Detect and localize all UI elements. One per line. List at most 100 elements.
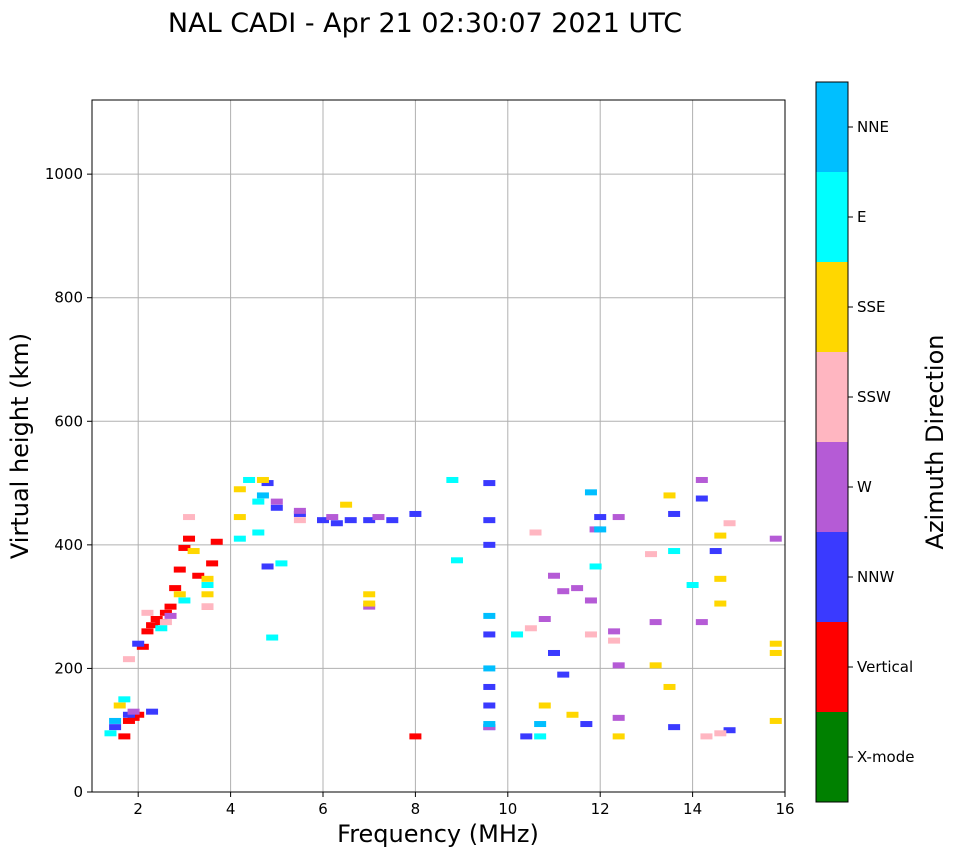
data-point: [483, 517, 496, 524]
data-point: [483, 665, 496, 672]
data-point: [608, 637, 621, 644]
data-point: [122, 711, 135, 718]
data-point: [252, 529, 265, 536]
data-point: [173, 566, 186, 573]
x-tick-label: 8: [411, 800, 421, 818]
data-point: [243, 476, 256, 483]
data-point: [645, 551, 658, 558]
colorbar-tick-label: NNW: [857, 568, 894, 586]
data-point: [192, 572, 205, 579]
data-point: [270, 498, 283, 505]
data-point: [557, 588, 570, 595]
data-point: [136, 643, 149, 650]
y-tick-label: 600: [54, 412, 83, 430]
x-tick-label: 2: [133, 800, 143, 818]
data-point: [557, 671, 570, 678]
x-axis-label: Frequency (MHz): [337, 820, 539, 848]
plot-area: [92, 100, 785, 792]
data-point: [534, 733, 547, 740]
data-point: [317, 517, 329, 524]
data-point: [686, 582, 699, 589]
data-point: [548, 572, 560, 579]
data-point: [612, 514, 625, 521]
data-point: [109, 724, 122, 731]
data-point: [261, 563, 274, 570]
data-point: [723, 520, 736, 527]
data-point: [201, 575, 214, 582]
y-tick-label: 400: [54, 536, 83, 554]
data-point: [524, 625, 537, 632]
data-point: [409, 510, 422, 517]
data-point: [233, 486, 246, 493]
data-point: [118, 696, 131, 703]
data-point: [769, 717, 782, 724]
data-point: [270, 504, 283, 511]
data-point: [714, 532, 727, 539]
colorbar-tick-label: SSW: [857, 388, 891, 406]
y-axis-label: Virtual height (km): [6, 333, 34, 559]
data-point: [483, 631, 496, 638]
data-point: [159, 619, 172, 626]
data-point: [164, 603, 177, 610]
data-point: [173, 591, 186, 598]
series-w: [127, 476, 782, 731]
data-point: [769, 535, 782, 542]
data-point: [483, 721, 496, 728]
colorbar-segment: [816, 532, 848, 622]
data-point: [714, 730, 727, 737]
colorbar-tick-label: Vertical: [857, 658, 913, 676]
data-point: [594, 514, 607, 521]
colorbar-tick-label: SSE: [857, 298, 886, 316]
data-marks: [104, 476, 782, 740]
data-point: [409, 733, 422, 740]
data-point: [155, 625, 168, 632]
data-point: [256, 492, 269, 499]
data-point: [127, 708, 140, 715]
data-point: [266, 634, 279, 641]
data-point: [649, 662, 662, 669]
y-tick-label: 1000: [45, 165, 83, 183]
data-point: [104, 730, 117, 737]
data-point: [293, 517, 306, 524]
data-point: [363, 517, 376, 524]
data-point: [548, 649, 560, 656]
colorbar-segment: [816, 172, 848, 262]
data-point: [127, 714, 140, 721]
data-point: [164, 612, 177, 619]
data-point: [714, 600, 727, 607]
data-point: [118, 733, 131, 740]
data-point: [330, 520, 343, 527]
data-point: [769, 640, 782, 647]
data-point: [450, 557, 463, 564]
data-point: [201, 582, 214, 589]
x-tick-label: 14: [683, 800, 702, 818]
data-point: [252, 498, 265, 505]
data-point: [372, 514, 385, 521]
colorbar-tick-label: NNE: [857, 118, 889, 136]
data-point: [169, 585, 182, 592]
data-point: [695, 476, 708, 483]
data-point: [233, 535, 246, 542]
data-point: [386, 517, 399, 524]
data-point: [534, 721, 547, 728]
data-point: [210, 538, 223, 545]
data-point: [612, 733, 625, 740]
series-ssw: [122, 514, 736, 740]
x-tick-label: 6: [318, 800, 328, 818]
y-tick-label: 800: [54, 289, 83, 307]
data-point: [594, 526, 607, 533]
colorbar: X-mode Vertical NNW W SSW SSE E NNE: [815, 81, 914, 803]
data-point: [511, 631, 524, 638]
data-point: [256, 476, 269, 483]
colorbar-tick-label: E: [857, 208, 866, 226]
series-nnw: [109, 480, 736, 740]
data-point: [483, 724, 496, 731]
data-point: [132, 640, 145, 647]
colorbar-segment: [816, 622, 848, 712]
data-point: [275, 560, 288, 567]
y-tick-label: 200: [54, 659, 83, 677]
data-point: [363, 603, 376, 610]
data-point: [584, 597, 597, 604]
data-point: [483, 702, 496, 709]
